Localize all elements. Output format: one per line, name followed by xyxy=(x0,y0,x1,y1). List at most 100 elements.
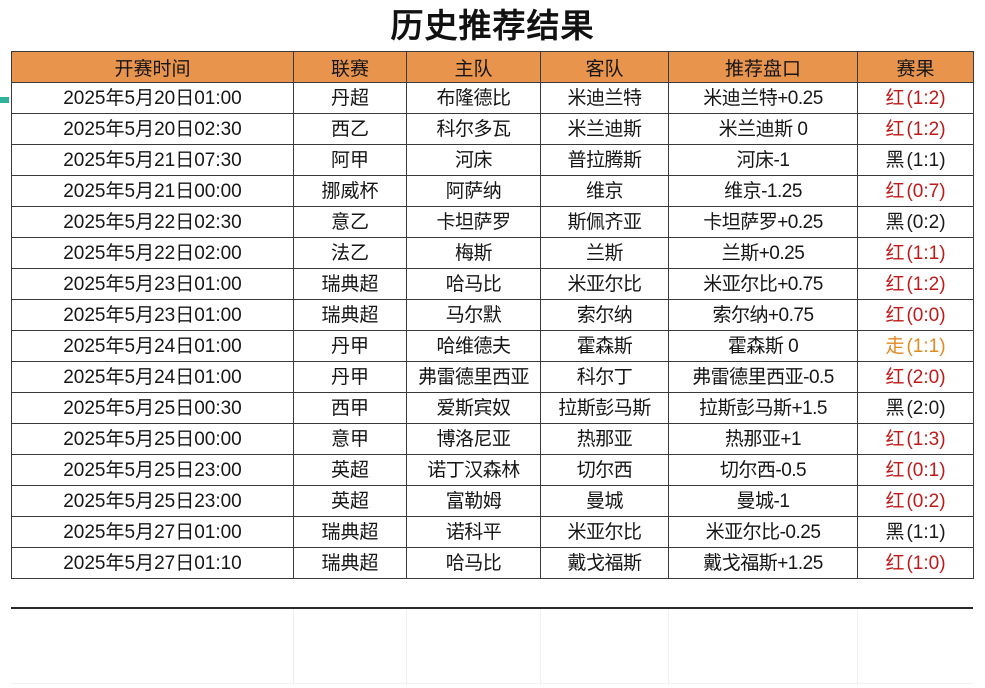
cell-pick[interactable]: 拉斯彭马斯+1.5 xyxy=(668,392,858,424)
cell-match-time[interactable]: 2025年5月23日01:00 xyxy=(11,299,294,331)
column-header-home-team[interactable]: 主队 xyxy=(406,51,541,83)
cell-pick[interactable]: 米迪兰特+0.25 xyxy=(668,82,858,114)
cell-pick[interactable]: 曼城-1 xyxy=(668,485,858,517)
table-row[interactable]: 2025年5月21日07:30 阿甲 河床 普拉腾斯 河床-1 黑 (1:1) xyxy=(11,144,974,176)
cell-result[interactable]: 红 (1:3) xyxy=(857,423,974,455)
cell-away-team[interactable]: 索尔纳 xyxy=(540,299,669,331)
table-row[interactable]: 2025年5月22日02:00 法乙 梅斯 兰斯 兰斯+0.25 红 (1:1) xyxy=(11,237,974,269)
cell-pick[interactable]: 弗雷德里西亚-0.5 xyxy=(668,361,858,393)
cell-away-team[interactable]: 维京 xyxy=(540,175,669,207)
table-row[interactable]: 2025年5月25日00:00 意甲 博洛尼亚 热那亚 热那亚+1 红 (1:3) xyxy=(11,423,974,455)
table-row[interactable]: 2025年5月20日01:00 丹超 布隆德比 米迪兰特 米迪兰特+0.25 红 (1:2) xyxy=(11,82,974,114)
cell-result[interactable]: 红 (1:2) xyxy=(857,82,974,114)
cell-away-team[interactable]: 兰斯 xyxy=(540,237,669,269)
table-row[interactable]: 2025年5月22日02:30 意乙 卡坦萨罗 斯佩齐亚 卡坦萨罗+0.25 黑 (0:2) xyxy=(11,206,974,238)
cell-match-time[interactable]: 2025年5月20日02:30 xyxy=(11,113,294,145)
cell-result[interactable]: 红 (0:0) xyxy=(857,299,974,331)
cell-result[interactable]: 黑 (1:1) xyxy=(857,144,974,176)
cell-result[interactable]: 走 (1:1) xyxy=(857,330,974,362)
cell-away-team[interactable]: 戴戈福斯 xyxy=(540,547,669,579)
cell-home-team[interactable]: 哈马比 xyxy=(406,547,541,579)
cell-result[interactable]: 红 (0:1) xyxy=(857,454,974,486)
cell-result[interactable]: 红 (0:2) xyxy=(857,485,974,517)
cell-home-team[interactable]: 河床 xyxy=(406,144,541,176)
cell-pick[interactable]: 卡坦萨罗+0.25 xyxy=(668,206,858,238)
cell-away-team[interactable]: 米兰迪斯 xyxy=(540,113,669,145)
cell-match-time[interactable]: 2025年5月25日23:00 xyxy=(11,485,294,517)
cell-away-team[interactable]: 米亚尔比 xyxy=(540,268,669,300)
column-header-result[interactable]: 赛果 xyxy=(857,51,974,83)
cell-home-team[interactable]: 卡坦萨罗 xyxy=(406,206,541,238)
cell-match-time[interactable]: 2025年5月21日00:00 xyxy=(11,175,294,207)
cell-match-time[interactable]: 2025年5月25日00:30 xyxy=(11,392,294,424)
cell-away-team[interactable]: 拉斯彭马斯 xyxy=(540,392,669,424)
cell-away-team[interactable]: 斯佩齐亚 xyxy=(540,206,669,238)
column-header-league[interactable]: 联赛 xyxy=(293,51,407,83)
cell-league[interactable]: 英超 xyxy=(293,454,407,486)
cell-pick[interactable]: 热那亚+1 xyxy=(668,423,858,455)
cell-result[interactable]: 红 (2:0) xyxy=(857,361,974,393)
cell-match-time[interactable]: 2025年5月24日01:00 xyxy=(11,330,294,362)
cell-away-team[interactable]: 热那亚 xyxy=(540,423,669,455)
table-row[interactable]: 2025年5月25日23:00 英超 诺丁汉森林 切尔西 切尔西-0.5 红 (0:1) xyxy=(11,454,974,486)
cell-match-time[interactable]: 2025年5月27日01:00 xyxy=(11,516,294,548)
cell-league[interactable]: 西甲 xyxy=(293,392,407,424)
cell-result[interactable]: 红 (1:0) xyxy=(857,547,974,579)
column-header-time[interactable]: 开赛时间 xyxy=(11,51,294,83)
cell-match-time[interactable]: 2025年5月25日00:00 xyxy=(11,423,294,455)
cell-result[interactable]: 黑 (0:2) xyxy=(857,206,974,238)
cell-away-team[interactable]: 霍森斯 xyxy=(540,330,669,362)
cell-league[interactable]: 英超 xyxy=(293,485,407,517)
cell-result[interactable]: 黑 (2:0) xyxy=(857,392,974,424)
cell-home-team[interactable]: 诺丁汉森林 xyxy=(406,454,541,486)
cell-pick[interactable]: 米亚尔比-0.25 xyxy=(668,516,858,548)
table-row[interactable]: 2025年5月25日23:00 英超 富勒姆 曼城 曼城-1 红 (0:2) xyxy=(11,485,974,517)
cell-away-team[interactable]: 普拉腾斯 xyxy=(540,144,669,176)
table-row[interactable]: 2025年5月24日01:00 丹甲 哈维德夫 霍森斯 霍森斯 0 走 (1:1) xyxy=(11,330,974,362)
cell-away-team[interactable]: 曼城 xyxy=(540,485,669,517)
cell-home-team[interactable]: 哈维德夫 xyxy=(406,330,541,362)
cell-away-team[interactable]: 米亚尔比 xyxy=(540,516,669,548)
cell-result[interactable]: 红 (1:1) xyxy=(857,237,974,269)
cell-league[interactable]: 意甲 xyxy=(293,423,407,455)
cell-match-time[interactable]: 2025年5月24日01:00 xyxy=(11,361,294,393)
cell-league[interactable]: 瑞典超 xyxy=(293,547,407,579)
cell-home-team[interactable]: 诺科平 xyxy=(406,516,541,548)
cell-away-team[interactable]: 米迪兰特 xyxy=(540,82,669,114)
cell-pick[interactable]: 兰斯+0.25 xyxy=(668,237,858,269)
cell-match-time[interactable]: 2025年5月21日07:30 xyxy=(11,144,294,176)
table-row[interactable]: 2025年5月21日00:00 挪威杯 阿萨纳 维京 维京-1.25 红 (0:7) xyxy=(11,175,974,207)
cell-league[interactable]: 法乙 xyxy=(293,237,407,269)
cell-home-team[interactable]: 阿萨纳 xyxy=(406,175,541,207)
cell-pick[interactable]: 维京-1.25 xyxy=(668,175,858,207)
cell-league[interactable]: 丹甲 xyxy=(293,330,407,362)
cell-away-team[interactable]: 科尔丁 xyxy=(540,361,669,393)
cell-league[interactable]: 瑞典超 xyxy=(293,268,407,300)
cell-league[interactable]: 挪威杯 xyxy=(293,175,407,207)
table-row[interactable]: 2025年5月20日02:30 西乙 科尔多瓦 米兰迪斯 米兰迪斯 0 红 (1:2) xyxy=(11,113,974,145)
cell-home-team[interactable]: 科尔多瓦 xyxy=(406,113,541,145)
cell-away-team[interactable]: 切尔西 xyxy=(540,454,669,486)
cell-home-team[interactable]: 布隆德比 xyxy=(406,82,541,114)
column-header-pick[interactable]: 推荐盘口 xyxy=(668,51,858,83)
cell-league[interactable]: 瑞典超 xyxy=(293,516,407,548)
cell-league[interactable]: 西乙 xyxy=(293,113,407,145)
cell-league[interactable]: 丹超 xyxy=(293,82,407,114)
table-row[interactable]: 2025年5月23日01:00 瑞典超 马尔默 索尔纳 索尔纳+0.75 红 (0:0) xyxy=(11,299,974,331)
cell-league[interactable]: 阿甲 xyxy=(293,144,407,176)
cell-pick[interactable]: 霍森斯 0 xyxy=(668,330,858,362)
cell-league[interactable]: 丹甲 xyxy=(293,361,407,393)
cell-match-time[interactable]: 2025年5月20日01:00 xyxy=(11,82,294,114)
table-row[interactable]: 2025年5月24日01:00 丹甲 弗雷德里西亚 科尔丁 弗雷德里西亚-0.5 红 (2:… xyxy=(11,361,974,393)
cell-match-time[interactable]: 2025年5月22日02:00 xyxy=(11,237,294,269)
cell-match-time[interactable]: 2025年5月23日01:00 xyxy=(11,268,294,300)
cell-match-time[interactable]: 2025年5月25日23:00 xyxy=(11,454,294,486)
cell-home-team[interactable]: 富勒姆 xyxy=(406,485,541,517)
cell-result[interactable]: 红 (0:7) xyxy=(857,175,974,207)
cell-league[interactable]: 意乙 xyxy=(293,206,407,238)
cell-result[interactable]: 黑 (1:1) xyxy=(857,516,974,548)
cell-match-time[interactable]: 2025年5月27日01:10 xyxy=(11,547,294,579)
cell-league[interactable]: 瑞典超 xyxy=(293,299,407,331)
cell-pick[interactable]: 戴戈福斯+1.25 xyxy=(668,547,858,579)
cell-result[interactable]: 红 (1:2) xyxy=(857,268,974,300)
